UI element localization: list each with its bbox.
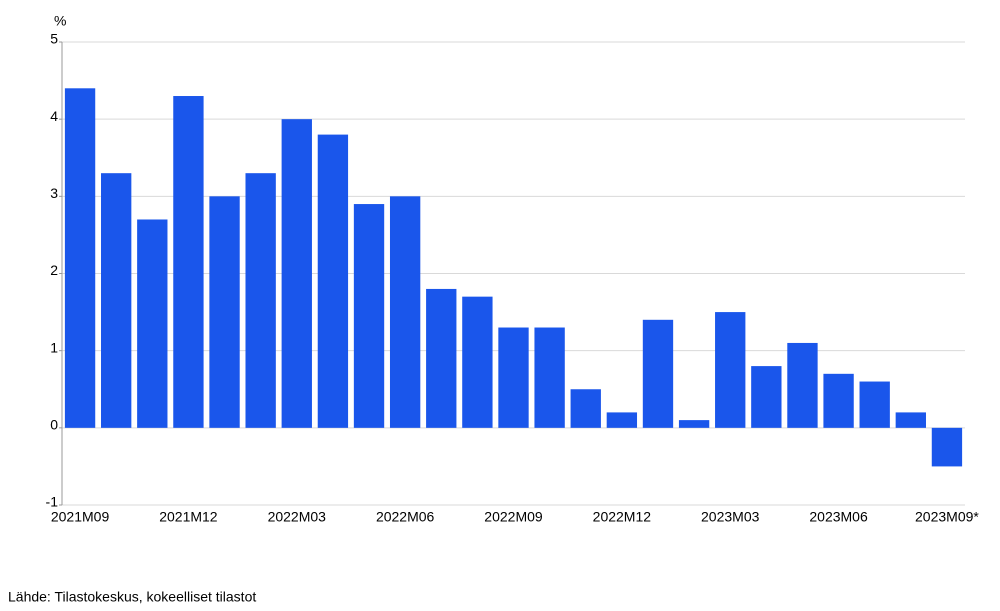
bar: [209, 196, 240, 428]
x-tick-label: 2023M03: [701, 509, 760, 525]
bar: [245, 173, 276, 428]
bar: [389, 196, 421, 428]
bar: [462, 296, 493, 428]
bar: [678, 420, 710, 428]
bar: [317, 134, 349, 428]
x-tick-label: 2021M12: [159, 509, 218, 525]
bar: [101, 173, 132, 428]
y-tick-label: 1: [50, 339, 58, 355]
x-tick-label: 2022M09: [484, 509, 543, 525]
bar: [787, 342, 818, 428]
x-tick-label: 2022M03: [268, 509, 327, 525]
bar: [715, 312, 746, 428]
bar: [281, 119, 312, 428]
bar: [137, 219, 168, 428]
y-tick-label: -1: [46, 494, 59, 510]
x-tick-label: 2021M09: [51, 509, 110, 525]
bar: [353, 204, 385, 428]
y-tick-label: 0: [50, 417, 58, 433]
bar: [64, 88, 96, 428]
bar: [498, 327, 529, 428]
unit-label: %: [54, 13, 66, 29]
bar: [173, 96, 204, 428]
bar: [859, 381, 890, 428]
bar: [895, 412, 926, 428]
bar: [642, 319, 674, 428]
x-tick-label: 2023M06: [809, 509, 868, 525]
bar: [534, 327, 565, 428]
y-tick-label: 3: [50, 185, 58, 201]
y-tick-label: 5: [50, 31, 58, 47]
x-tick-label: 2023M09*: [915, 509, 979, 525]
bar: [931, 427, 963, 467]
y-tick-label: 4: [50, 108, 58, 124]
x-tick-label: 2022M06: [376, 509, 435, 525]
bar: [823, 373, 854, 428]
bar: [426, 288, 457, 428]
y-tick-label: 2: [50, 262, 58, 278]
x-tick-label: 2022M12: [593, 509, 652, 525]
bar: [606, 412, 638, 428]
source-note: Lähde: Tilastokeskus, kokeelliset tilast…: [8, 589, 256, 605]
bar: [751, 366, 782, 428]
bar: [570, 389, 601, 428]
